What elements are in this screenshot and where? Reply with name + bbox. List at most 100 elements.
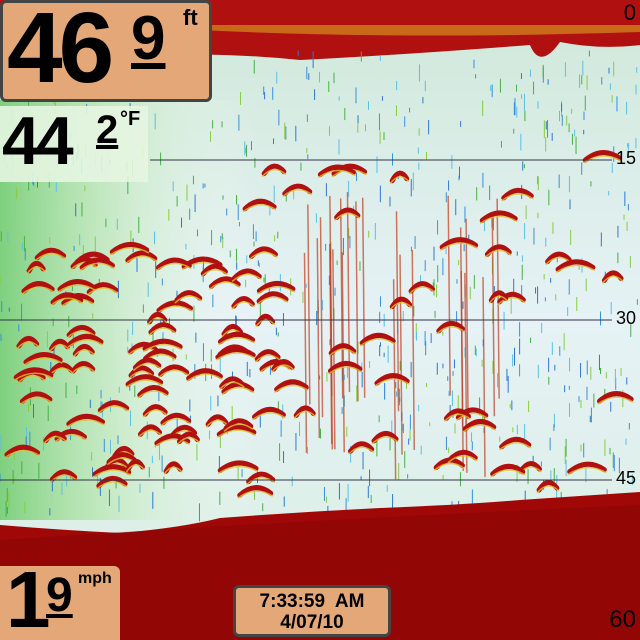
sonar-streak [464,272,468,473]
fish-halo [154,438,191,447]
fish-halo [205,419,229,428]
fish-halo [536,485,560,494]
fish-arch [334,207,361,220]
fish-arch [499,436,532,450]
fish-arch [462,419,497,432]
fish-arch [26,260,46,274]
sonar-streak [496,198,500,399]
fish-halo [19,396,53,405]
fish-arch [242,198,277,212]
fish-halo [174,295,203,304]
speed-box: 1 9 mph [0,555,120,640]
fish-arch [256,291,289,304]
fish-halo [462,424,497,433]
fish-halo [237,490,274,499]
fish-halo [439,242,479,251]
fish-halo [242,204,277,213]
fish-arch [497,291,526,305]
fish-halo [160,418,192,427]
fish-halo [142,343,183,353]
fish-halo [274,384,309,393]
fish-arch [79,257,115,270]
fish-halo [436,326,466,335]
fish-arch [331,163,368,177]
fish-halo [221,386,255,396]
speed-unit: mph [78,570,112,587]
fish-halo [246,476,276,486]
fish-arch [217,331,256,345]
sonar-streak [460,270,464,471]
fish-arch [436,320,466,334]
fish-arch [256,280,296,294]
fish-halo [231,273,262,283]
fish-arch [158,364,190,377]
fish-arch [21,281,55,294]
depth-whole: 46 [7,0,114,104]
fish-halo [433,462,465,472]
fish-arch [142,338,183,352]
fish-halo [567,466,607,476]
fish-halo [389,175,410,185]
sonar-streak [399,254,403,455]
fish-halo [256,296,289,305]
fish-arch [231,268,262,281]
fish-arch [439,237,479,250]
fish-arch [154,433,191,446]
fish-arch [455,407,489,420]
fish-arch [160,412,192,426]
fish-halo [371,436,399,445]
fish-arch [293,405,316,418]
fish-halo [231,301,255,310]
depth-scale-label: 0 [623,0,636,25]
sonar-streak [316,238,321,439]
fish-halo [186,373,223,382]
fish-arch [163,461,183,474]
fish-halo [155,262,192,272]
fish-arch [109,241,150,255]
fish-arch [106,452,137,465]
fish-halo [137,390,169,399]
temperature-tenth: 2 [96,108,119,152]
fish-arch [479,210,518,223]
fish-arch [34,247,67,261]
fish-halo [447,455,478,464]
fish-halo [215,352,256,361]
fish-arch [49,338,70,352]
fish-halo [248,251,278,260]
fish-halo [147,317,168,326]
fish-arch [327,360,363,374]
fish-arch [221,323,243,337]
fish-arch [328,343,357,356]
depth-scale-label: 30 [615,308,636,328]
fish-arch [582,150,622,163]
fish-arch [371,430,399,444]
fish-halo [125,464,146,473]
fish-halo [208,281,241,290]
fish-halo [408,286,436,295]
fish-halo [57,284,96,293]
fish-halo [455,412,489,421]
sonar-streak [329,195,333,396]
fish-halo [443,413,471,422]
fish-halo [555,264,596,274]
fish-halo [328,348,357,357]
fish-halo [499,442,532,451]
fish-halo [200,268,228,278]
fish-arch [200,263,228,277]
fish-halo [158,369,190,378]
fish-halo [132,362,162,372]
sonar-streak [307,204,311,405]
fish-arch [223,418,254,431]
fish-halo [23,357,63,366]
fish-arch [408,281,436,294]
fish-arch [4,444,41,458]
fish-arch [490,463,526,477]
fish-arch [208,276,241,289]
fish-arch [555,259,596,272]
sonar-streak [303,252,308,453]
fish-halo [54,434,87,443]
fish-halo [252,412,286,421]
fish-halo [96,481,128,490]
fish-arch [601,270,624,283]
